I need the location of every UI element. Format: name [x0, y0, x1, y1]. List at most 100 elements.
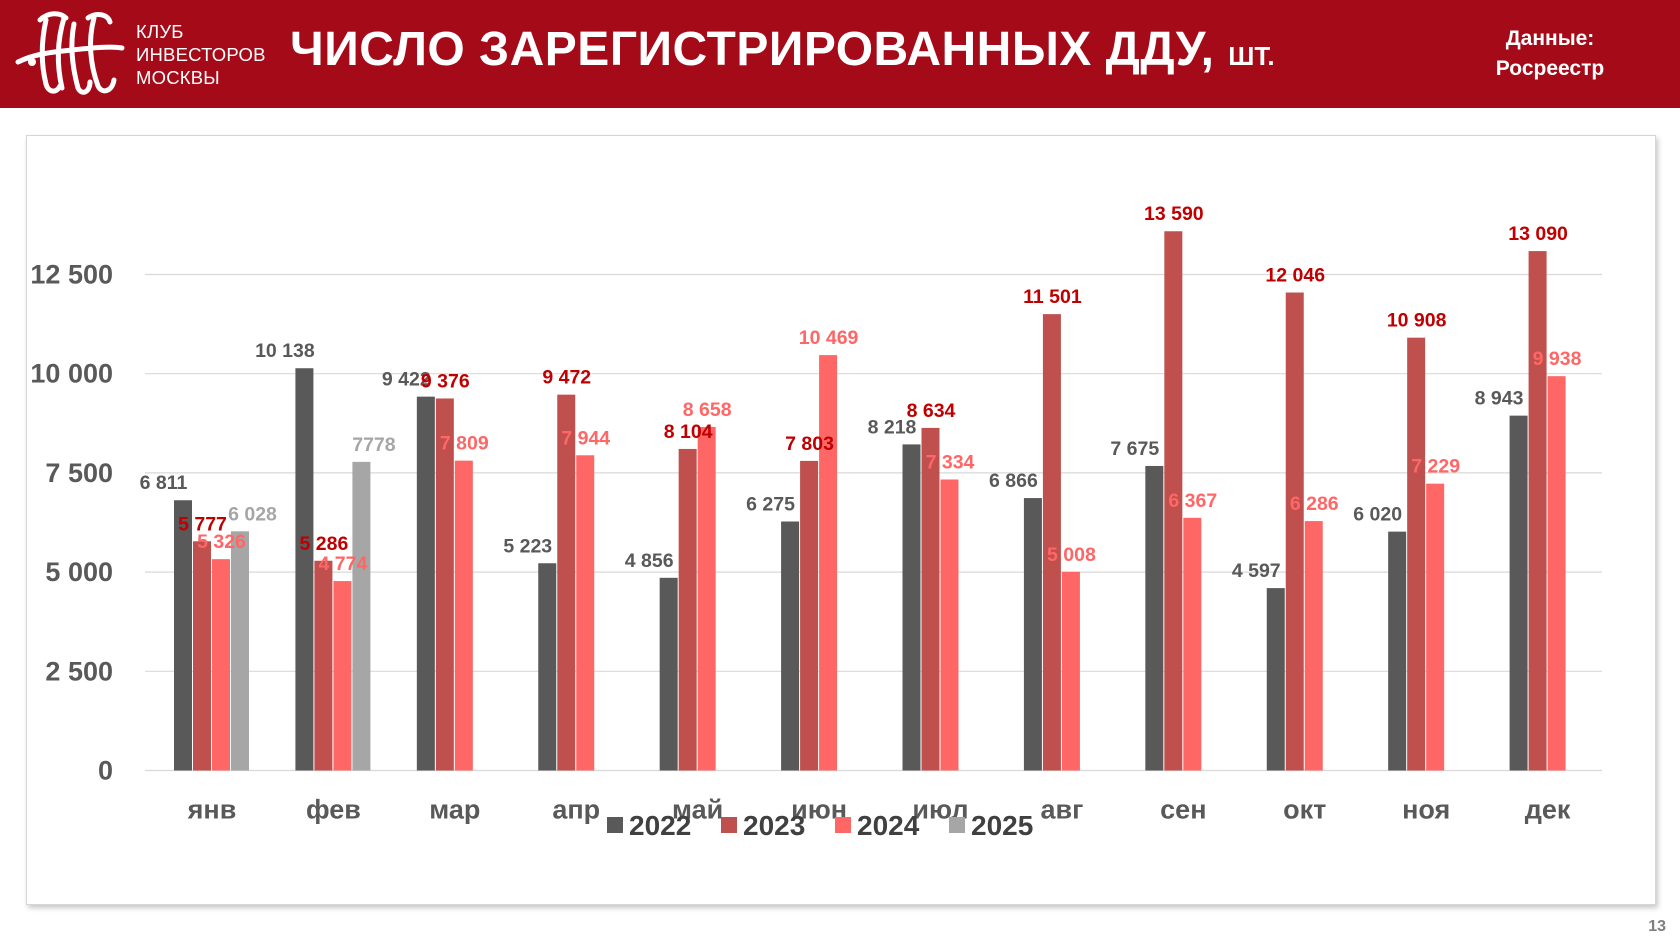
y-tick-label: 0 [98, 756, 113, 786]
bar-2024-апр [576, 455, 595, 771]
bar-2022-сен [1145, 465, 1164, 771]
data-label-2023-июл: 8 634 [907, 400, 956, 422]
bar-2023-апр [557, 394, 576, 771]
bar-2025-янв [231, 531, 249, 771]
legend-label-2022: 2022 [629, 810, 691, 841]
data-source-label: Данные: [1505, 27, 1595, 50]
bar-2024-ноя [1426, 483, 1445, 771]
data-label-2022-авг: 6 866 [989, 470, 1038, 492]
bar-2022-авг [1023, 498, 1042, 771]
bar-2022-янв [174, 500, 192, 771]
legend-swatch-2022 [607, 817, 623, 833]
bar-2024-янв [212, 559, 230, 771]
page-number: 13 [1648, 918, 1666, 935]
bar-2023-фев [314, 560, 333, 771]
data-label-2023-авг: 11 501 [1023, 286, 1082, 308]
data-label-2022-мар: 9 422 [382, 369, 431, 391]
data-label-2023-июн: 7 803 [785, 433, 834, 455]
x-tick-label: авг [1040, 795, 1083, 825]
header-bar: КЛУБ ИНВЕСТОРОВ МОСКВЫ ЧИСЛО ЗАРЕГИСТРИР… [0, 0, 1680, 108]
bar-2023-янв [193, 541, 211, 771]
x-tick-label: янв [187, 795, 237, 825]
data-source: Данные: Росреестр [1470, 24, 1630, 84]
bar-2024-сен [1183, 517, 1202, 771]
data-label-2024-окт: 6 286 [1290, 493, 1339, 515]
x-tick-label: ноя [1402, 795, 1450, 825]
x-tick-label: мар [429, 795, 480, 825]
bar-2023-мар [435, 398, 454, 771]
bar-2022-ноя [1388, 531, 1407, 771]
bar-chart: 0 2 500 5 000 7 500 10 000 12 500 янв фев мар апр… [30, 203, 1602, 841]
data-label-2024-ноя: 7 229 [1411, 456, 1460, 478]
data-label-2022-дек: 8 943 [1475, 388, 1524, 410]
data-label-2023-фев: 5 286 [300, 533, 349, 555]
bar-2024-июл [940, 479, 959, 771]
page-title: ЧИСЛО ЗАРЕГИСТРИРОВАННЫХ ДДУ, ШТ. [290, 22, 1275, 77]
x-tick-label: сен [1160, 795, 1206, 825]
data-label-2023-окт: 12 046 [1265, 265, 1325, 287]
bar-2025-фев [352, 461, 371, 771]
data-label-2024-июн: 10 469 [799, 327, 859, 349]
data-label-2023-мар: 9 376 [421, 370, 470, 392]
page-title-text: ЧИСЛО ЗАРЕГИСТРИРОВАННЫХ ДДУ, [290, 23, 1215, 76]
data-label-2024-мар: 7 809 [440, 433, 489, 455]
x-tick-label: фев [306, 795, 361, 825]
bar-2023-дек [1528, 251, 1547, 771]
legend-label-2024: 2024 [857, 810, 920, 841]
y-tick-label: 10 000 [30, 359, 113, 389]
data-label-2023-янв: 5 777 [178, 513, 227, 535]
data-label-2025-янв: 6 028 [228, 503, 277, 525]
bar-2023-сен [1164, 231, 1183, 771]
y-tick-label: 12 500 [30, 260, 113, 290]
bar-2024-фев [333, 581, 352, 771]
data-label-2022-ноя: 6 020 [1353, 504, 1402, 526]
x-tick-label: май [672, 795, 723, 825]
bar-2022-дек [1509, 415, 1528, 771]
bar-2023-май [678, 448, 697, 771]
data-source-name: Росреестр [1495, 57, 1605, 80]
data-label-2023-сен: 13 590 [1144, 203, 1204, 225]
bar-2024-окт [1304, 521, 1323, 771]
data-label-2023-ноя: 10 908 [1387, 310, 1447, 332]
bar-2023-июн [800, 460, 819, 771]
bar-2022-фев [295, 368, 314, 771]
data-label-2022-окт: 4 597 [1232, 560, 1281, 582]
x-tick-label: окт [1283, 795, 1326, 825]
bar-2022-июн [781, 521, 800, 771]
bar-2022-мар [416, 396, 435, 771]
data-label-2024-авг: 5 008 [1047, 544, 1096, 566]
data-label-2022-янв: 6 811 [140, 472, 188, 494]
data-label-2022-фев: 10 138 [255, 340, 315, 362]
data-label-2023-май: 8 104 [664, 421, 713, 443]
data-label-2024-фев: 4 774 [319, 553, 368, 575]
club-name-line-2: ИНВЕСТОРОВ [136, 44, 266, 65]
data-label-2025-фев: 7778 [352, 434, 396, 456]
bar-2022-окт [1266, 588, 1285, 771]
y-tick-label: 5 000 [45, 557, 113, 587]
y-tick-label: 2 500 [45, 656, 113, 686]
club-name-line-1: КЛУБ [136, 21, 184, 42]
bar-2023-июл [921, 427, 940, 771]
bar-2022-июл [902, 444, 921, 771]
data-label-2022-июн: 6 275 [746, 494, 795, 516]
data-label-2024-сен: 6 367 [1168, 490, 1217, 512]
club-name: КЛУБ ИНВЕСТОРОВ МОСКВЫ [136, 20, 266, 89]
x-tick-label: апр [552, 795, 600, 825]
data-label-2024-апр: 7 944 [561, 427, 610, 449]
legend-swatch-2024 [835, 817, 851, 833]
legend-label-2023: 2023 [743, 810, 805, 841]
data-label-2022-сен: 7 675 [1110, 438, 1159, 460]
club-name-line-3: МОСКВЫ [136, 67, 220, 88]
bar-2024-мар [454, 460, 473, 771]
x-tick-label: дек [1525, 795, 1571, 825]
bar-2022-апр [538, 563, 557, 771]
data-label-2022-апр: 5 223 [503, 535, 552, 557]
legend-label-2025: 2025 [971, 810, 1033, 841]
legend-swatch-2025 [949, 817, 965, 833]
chart-panel: 0 2 500 5 000 7 500 10 000 12 500 янв фев мар апр… [26, 135, 1656, 905]
club-logo-icon [15, 11, 125, 95]
bar-2024-дек [1547, 376, 1566, 771]
data-label-2023-дек: 13 090 [1508, 223, 1568, 245]
bar-2024-май [697, 426, 716, 771]
data-label-2024-июл: 7 334 [926, 451, 975, 473]
